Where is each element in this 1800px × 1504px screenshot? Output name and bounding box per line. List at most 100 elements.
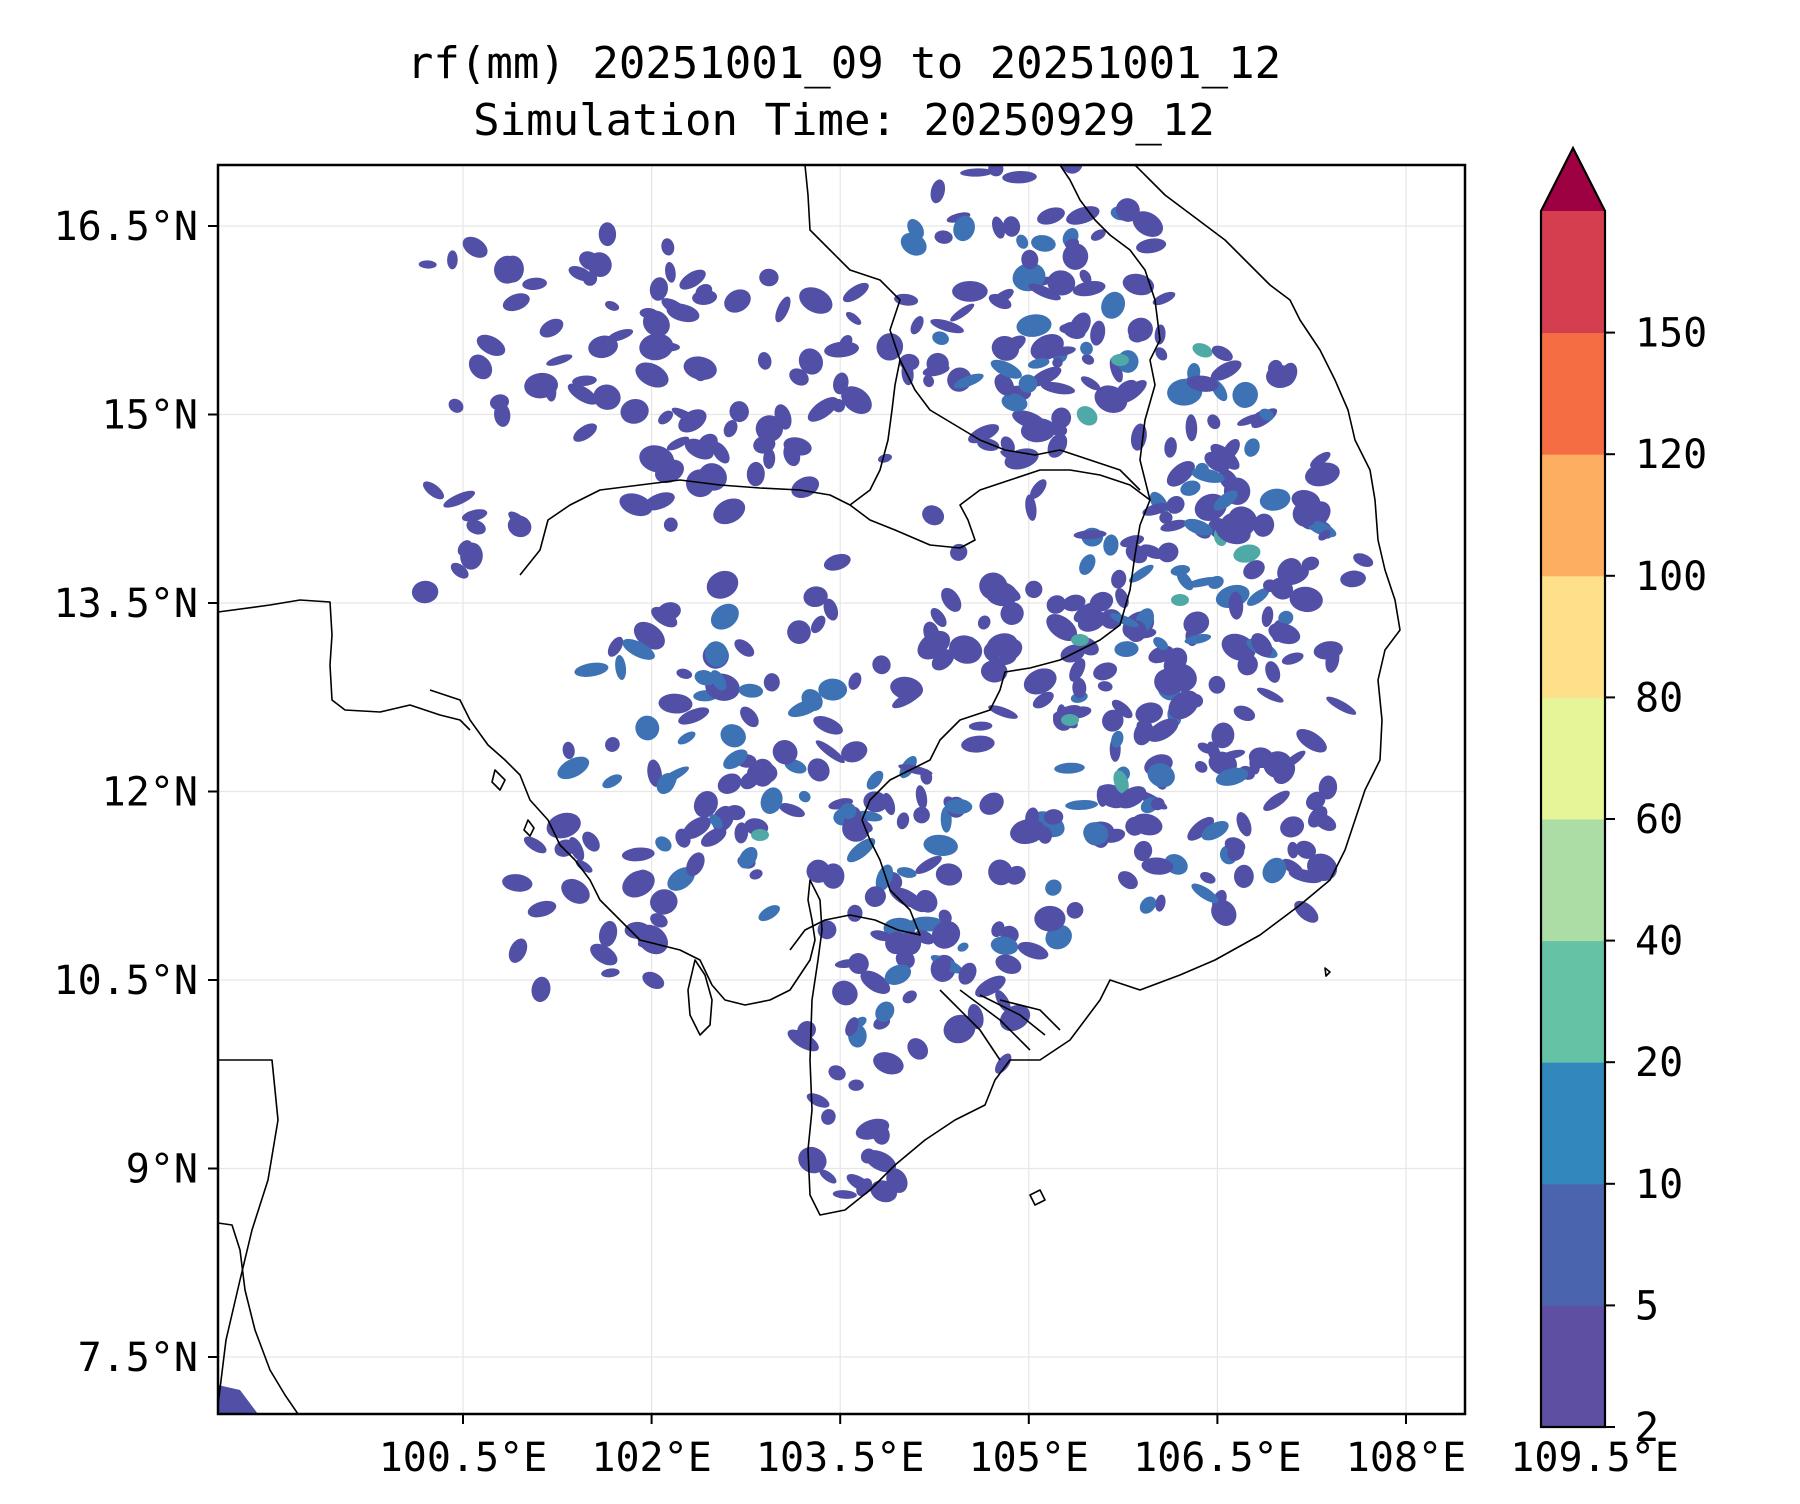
rain-cell <box>968 721 993 731</box>
rain-cell <box>902 990 917 1004</box>
rain-cell <box>1002 216 1021 237</box>
rain-cell <box>1278 610 1294 625</box>
rain-cell <box>1135 702 1163 724</box>
rain-cell <box>1111 699 1133 719</box>
rain-cell <box>544 379 557 402</box>
rain-cell <box>590 943 618 966</box>
rain-cell <box>658 342 680 352</box>
rain-cell <box>1280 816 1305 838</box>
rain-cell <box>1307 853 1338 881</box>
rain-cell <box>1155 894 1166 912</box>
rain-cell <box>923 374 935 388</box>
rain-cell <box>695 284 713 299</box>
colorbar-tick-label: 40 <box>1635 919 1683 965</box>
y-tick-label: 12°N <box>102 770 198 816</box>
rain-cell <box>778 803 805 818</box>
rain-cell <box>958 962 977 985</box>
rain-cell <box>799 287 833 314</box>
rain-cell <box>1211 899 1237 926</box>
rain-cell <box>995 1053 1012 1074</box>
rain-cell <box>633 621 665 650</box>
rain-cell <box>1273 759 1296 785</box>
rain-cell <box>675 828 691 848</box>
rain-cell <box>842 282 869 303</box>
rain-cell <box>1016 234 1029 249</box>
coastline-malay-peninsula <box>218 1222 299 1414</box>
island-gulf-small <box>523 819 535 837</box>
rain-cell <box>1031 235 1056 252</box>
rain-cell <box>870 1180 898 1203</box>
rain-cell <box>1046 595 1067 614</box>
rain-cell <box>650 913 668 928</box>
rain-cell <box>1215 518 1251 545</box>
rain-cell <box>1141 857 1174 875</box>
rain-cell <box>759 268 779 287</box>
rain-cell <box>841 386 872 415</box>
rain-cell <box>1187 816 1215 841</box>
rain-cell <box>665 261 676 283</box>
rain-cell <box>639 307 658 319</box>
x-tick-label: 100.5°E <box>379 1435 548 1481</box>
rain-cell <box>1194 760 1208 773</box>
rain-cell <box>1064 238 1080 249</box>
rain-cell <box>1066 206 1100 225</box>
rain-cell <box>845 311 862 325</box>
rain-cell <box>1051 407 1072 429</box>
colorbar-tick-label: 120 <box>1635 432 1707 478</box>
rain-cell <box>953 215 975 242</box>
y-tick-label: 13.5°N <box>54 581 199 627</box>
rain-cell <box>568 837 585 861</box>
rain-cell <box>1233 705 1256 722</box>
rain-cell <box>1186 375 1219 392</box>
rain-cell <box>1227 843 1245 861</box>
rain-cell <box>1289 586 1323 613</box>
colorbar-segment <box>1541 1062 1605 1185</box>
rain-cell <box>1069 658 1086 682</box>
rain-cell <box>1023 668 1057 695</box>
rain-cell <box>1046 613 1078 642</box>
rain-cell <box>1111 730 1124 748</box>
rain-cell <box>1232 381 1258 408</box>
rain-cell <box>700 827 727 847</box>
rain-cell <box>706 570 739 599</box>
rain-cell <box>489 394 510 411</box>
rain-cell <box>746 461 765 487</box>
map-area <box>218 165 1465 1414</box>
rain-cell <box>1307 806 1328 828</box>
rain-cell <box>755 415 784 442</box>
rain-cell <box>863 791 888 813</box>
rain-cell <box>910 316 924 335</box>
rain-cell <box>418 260 437 269</box>
rain-cell <box>803 586 828 608</box>
rain-cell <box>866 770 884 790</box>
rain-cell <box>1262 857 1287 884</box>
rain-cell <box>644 492 675 511</box>
rain-cell <box>988 705 1018 719</box>
rain-cell <box>1090 229 1106 241</box>
rain-cell <box>1012 262 1046 292</box>
rain-cell <box>798 790 811 803</box>
rain-cell <box>710 603 739 630</box>
rain-cell <box>991 921 1005 938</box>
rain-cell <box>1125 816 1145 836</box>
rain-cell <box>1277 558 1303 585</box>
rain-cell <box>1244 438 1260 457</box>
rain-cell <box>872 655 891 675</box>
rain-cell <box>677 731 696 745</box>
rain-cell <box>1200 871 1216 884</box>
colorbar-tick-label: 10 <box>1635 1162 1683 1208</box>
rain-cell <box>508 511 529 529</box>
colorbar-tick-label: 5 <box>1635 1283 1659 1329</box>
rain-cell <box>992 216 1005 239</box>
colorbar-extend-arrow <box>1541 148 1605 211</box>
rain-cell <box>1164 647 1188 673</box>
colorbar: 2 5 10 20 40 60 80 100 120 150 <box>1539 145 1707 1451</box>
rain-cell <box>523 836 547 854</box>
rain-cell <box>1233 864 1254 888</box>
rain-cell <box>1295 840 1317 859</box>
rain-cell <box>930 318 964 334</box>
rain-cell <box>720 724 746 748</box>
rain-cell <box>1032 691 1054 709</box>
rain-cell <box>860 1148 876 1164</box>
coastline-indochina <box>218 165 1401 1406</box>
